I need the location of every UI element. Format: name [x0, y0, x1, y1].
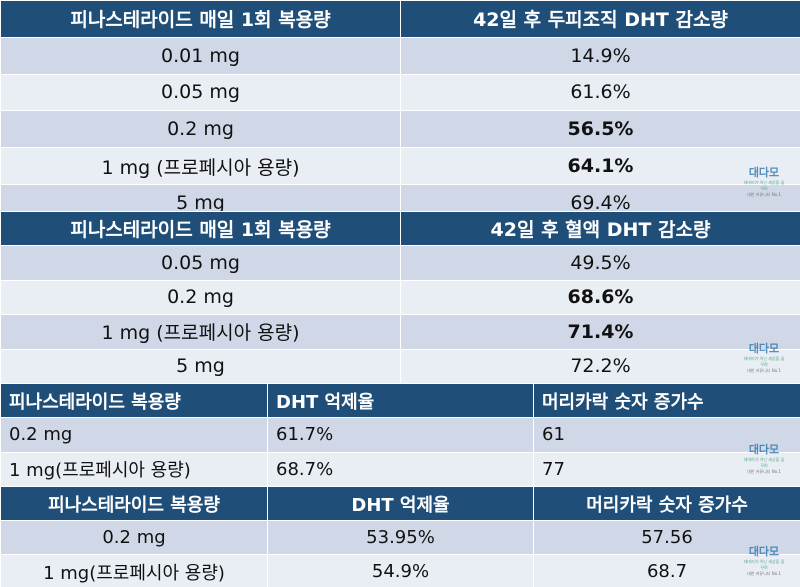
watermark-tagline: 대머리가 아닌 세상을 꿈꾸며: [743, 180, 785, 191]
column-header-blood-dht: 42일 후 혈액 DHT 감소량: [400, 210, 800, 247]
dht-inhibition-hair-count-table-2: 피나스테라이드 복용량 DHT 억제율 머리카락 숫자 증가수 0.2 mg 5…: [0, 486, 800, 587]
value-cell: 49.5%: [400, 245, 800, 281]
table-row: 5 mg 72.2%: [0, 348, 800, 384]
watermark-caption: 대한 커뮤니티 No.1: [747, 368, 781, 373]
table-row: 1 mg(프로페시아 용량) 54.9% 68.7: [0, 554, 800, 587]
table-row: 1 mg(프로페시아 용량) 68.7% 77: [0, 451, 800, 487]
watermark-logo: 대다모 대머리가 아닌 세상을 꿈꾸며 대한 커뮤니티 No.1: [742, 342, 786, 382]
watermark-caption: 대한 커뮤니티 No.1: [747, 571, 781, 576]
watermark-logo-text: 대다모: [748, 166, 780, 179]
table-header-row: 피나스테라이드 복용량 DHT 억제율 머리카락 숫자 증가수: [0, 486, 800, 521]
dht-cell: 53.95%: [267, 520, 534, 555]
column-header-hair-count-increase: 머리카락 숫자 증가수: [533, 486, 800, 521]
column-header-dose: 피나스테라이드 복용량: [0, 486, 268, 521]
dose-cell: 0.05 mg: [0, 245, 401, 281]
table-row: 0.05 mg 49.5%: [0, 245, 800, 281]
dose-cell: 1 mg (프로페시아 용량): [0, 147, 401, 185]
column-header-dose: 피나스테라이드 매일 1회 복용량: [0, 0, 401, 38]
blood-dht-table: 피나스테라이드 매일 1회 복용량 42일 후 혈액 DHT 감소량 0.05 …: [0, 210, 800, 384]
value-cell-highlighted: 56.5%: [400, 110, 800, 149]
hair-cell: 68.7: [533, 554, 800, 587]
column-header-scalp-dht: 42일 후 두피조직 DHT 감소량: [400, 0, 800, 38]
column-header-dose: 피나스테라이드 매일 1회 복용량: [0, 210, 401, 247]
watermark-caption: 대한 커뮤니티 No.1: [747, 192, 781, 197]
scalp-dht-table: 피나스테라이드 매일 1회 복용량 42일 후 두피조직 DHT 감소량 0.0…: [0, 0, 800, 222]
watermark-logo: 대다모 대머리가 아닌 세상을 꿈꾸며 대한 커뮤니티 No.1: [742, 443, 786, 483]
watermark-logo: 대다모 대머리가 아닌 세상을 꿈꾸며 대한 커뮤니티 No.1: [742, 545, 786, 585]
dht-inhibition-hair-count-table: 피나스테라이드 복용량 DHT 억제율 머리카락 숫자 증가수 0.2 mg 6…: [0, 382, 800, 487]
dht-cell: 54.9%: [267, 554, 534, 587]
table-row: 0.2 mg 68.6%: [0, 279, 800, 316]
value-cell: 61.6%: [400, 73, 800, 112]
dose-cell: 0.2 mg: [0, 520, 268, 555]
column-header-dht-inhibition: DHT 억제율: [267, 486, 534, 521]
hair-cell: 57.56: [533, 520, 800, 555]
column-header-dose: 피나스테라이드 복용량: [0, 382, 268, 419]
table-row: 1 mg (프로페시아 용량) 64.1%: [0, 147, 800, 185]
table-row: 0.2 mg 53.95% 57.56: [0, 520, 800, 555]
dht-cell: 61.7%: [267, 417, 534, 453]
dose-cell: 5 mg: [0, 348, 401, 384]
value-cell-highlighted: 64.1%: [400, 147, 800, 185]
column-header-hair-count-increase: 머리카락 숫자 증가수: [533, 382, 800, 419]
dose-cell: 1 mg (프로페시아 용량): [0, 314, 401, 350]
dose-cell: 0.01 mg: [0, 36, 401, 75]
column-header-dht-inhibition: DHT 억제율: [267, 382, 534, 419]
value-cell-highlighted: 68.6%: [400, 279, 800, 316]
table-header-row: 피나스테라이드 복용량 DHT 억제율 머리카락 숫자 증가수: [0, 382, 800, 419]
table-row: 0.01 mg 14.9%: [0, 36, 800, 75]
dht-cell: 68.7%: [267, 451, 534, 487]
dose-cell: 0.2 mg: [0, 279, 401, 316]
watermark-logo: 대다모 대머리가 아닌 세상을 꿈꾸며 대한 커뮤니티 No.1: [742, 166, 786, 206]
dose-cell: 0.2 mg: [0, 417, 268, 453]
table-row: 0.2 mg 61.7% 61: [0, 417, 800, 453]
watermark-caption: 대한 커뮤니티 No.1: [747, 469, 781, 474]
watermark-logo-text: 대다모: [748, 443, 780, 456]
table-row: 0.2 mg 56.5%: [0, 110, 800, 149]
table-header-row: 피나스테라이드 매일 1회 복용량 42일 후 두피조직 DHT 감소량: [0, 0, 800, 38]
value-cell: 72.2%: [400, 348, 800, 384]
hair-cell: 77: [533, 451, 800, 487]
watermark-tagline: 대머리가 아닌 세상을 꿈꾸며: [743, 559, 785, 570]
table-row: 0.05 mg 61.6%: [0, 73, 800, 112]
dose-cell: 0.2 mg: [0, 110, 401, 149]
watermark-tagline: 대머리가 아닌 세상을 꿈꾸며: [743, 356, 785, 367]
table-header-row: 피나스테라이드 매일 1회 복용량 42일 후 혈액 DHT 감소량: [0, 210, 800, 247]
watermark-tagline: 대머리가 아닌 세상을 꿈꾸며: [743, 457, 785, 468]
watermark-logo-text: 대다모: [748, 342, 780, 355]
dose-cell: 1 mg(프로페시아 용량): [0, 451, 268, 487]
dose-cell: 1 mg(프로페시아 용량): [0, 554, 268, 587]
table-row: 1 mg (프로페시아 용량) 71.4%: [0, 314, 800, 350]
value-cell-highlighted: 71.4%: [400, 314, 800, 350]
value-cell: 14.9%: [400, 36, 800, 75]
dose-cell: 0.05 mg: [0, 73, 401, 112]
watermark-logo-text: 대다모: [748, 545, 780, 558]
